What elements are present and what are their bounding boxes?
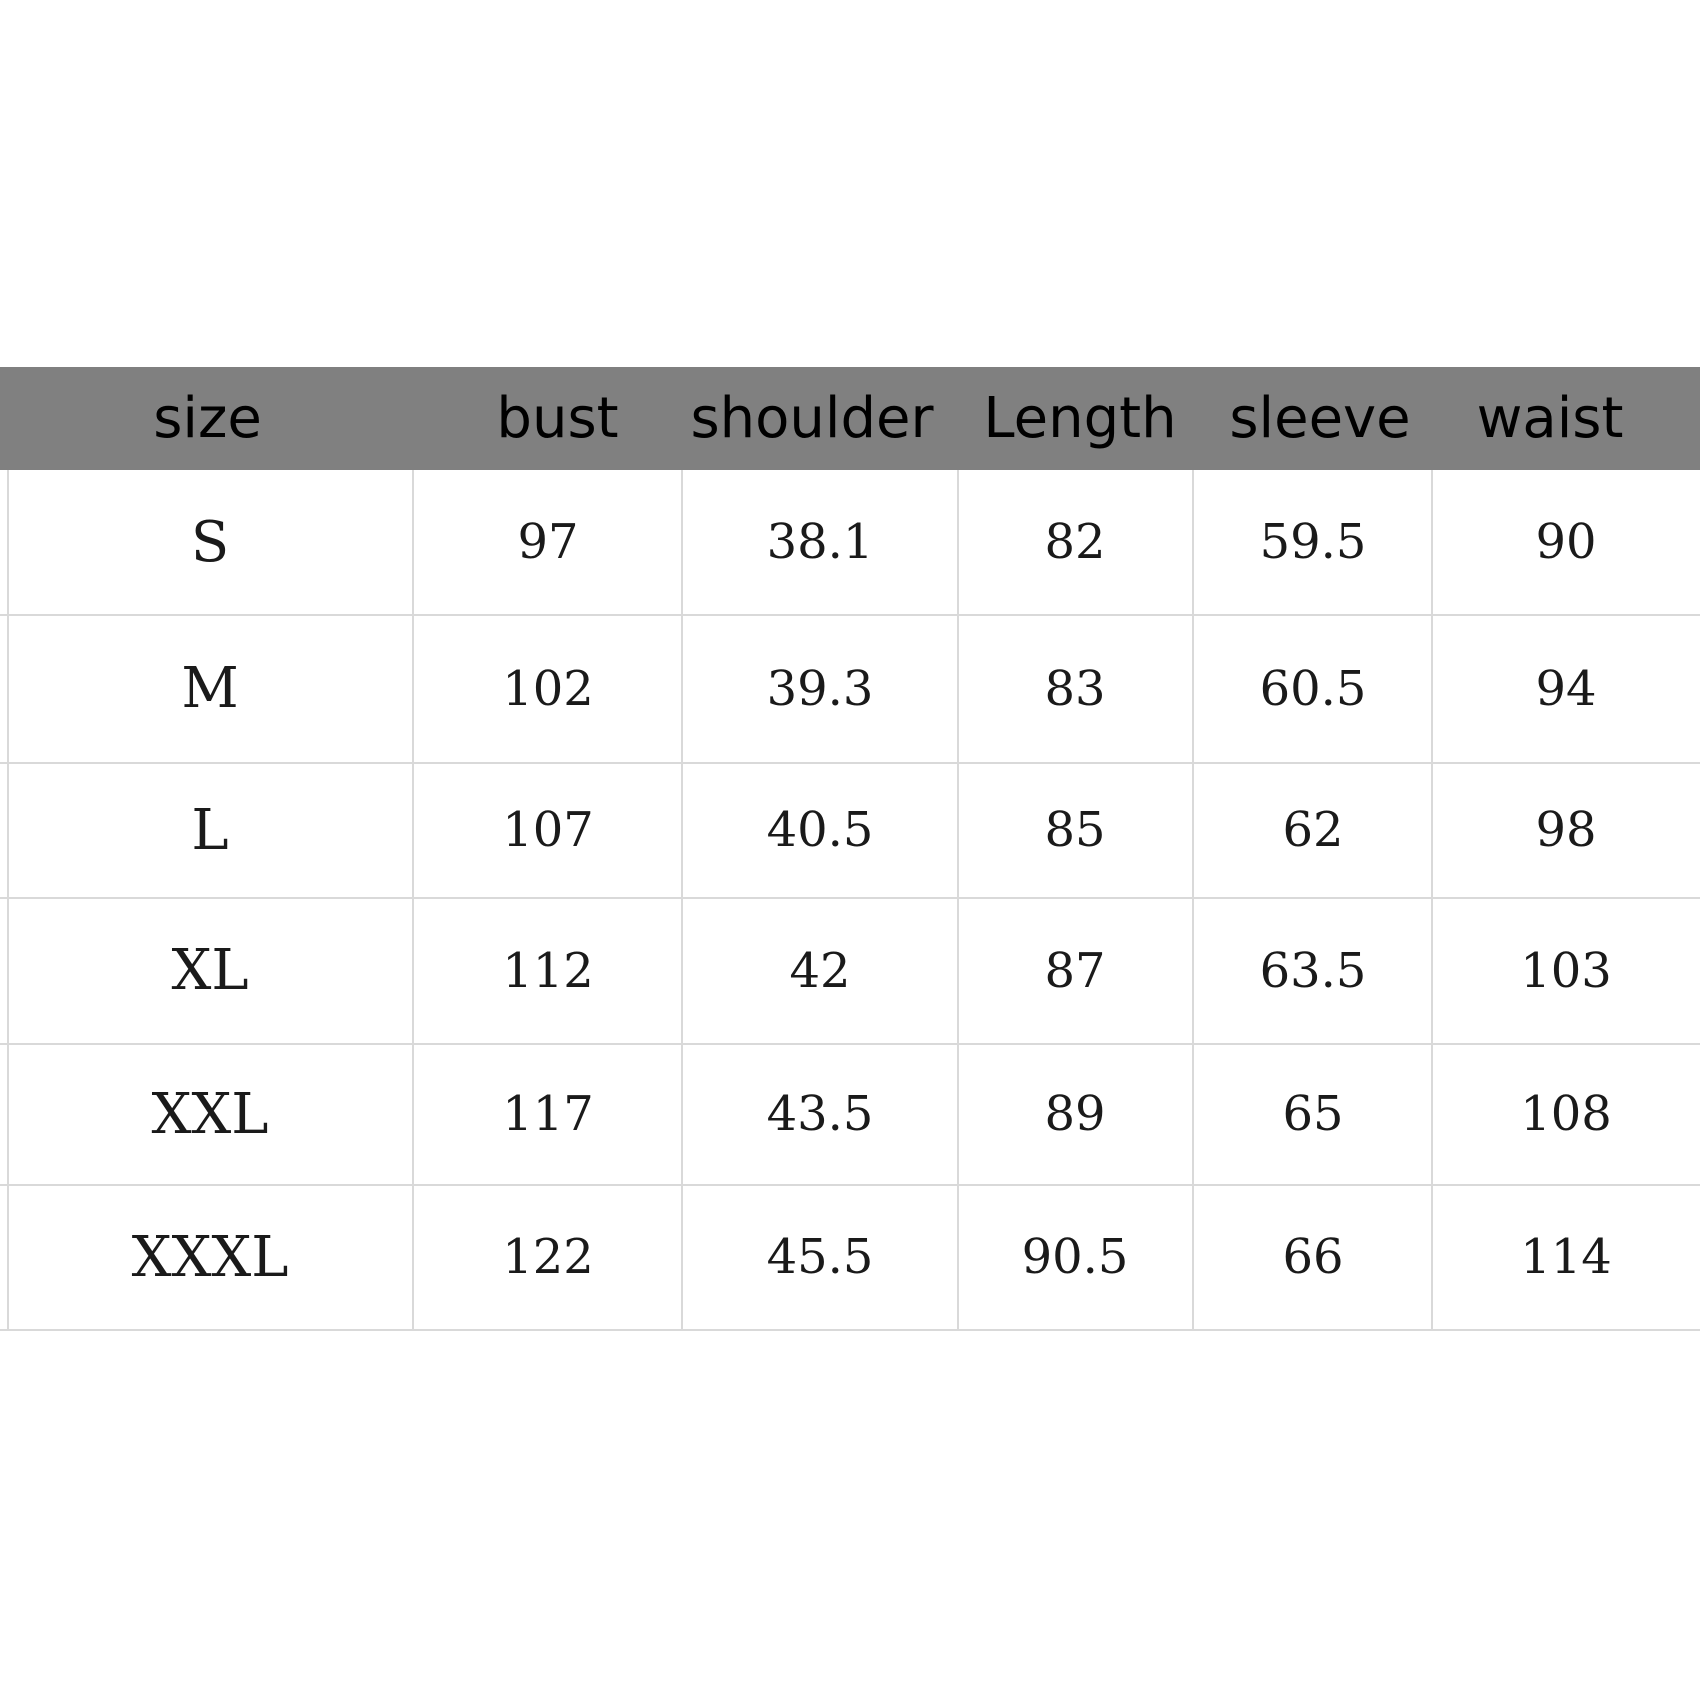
cell-bust: 122 <box>502 1229 594 1285</box>
cell-size: S <box>190 510 230 575</box>
row-divider <box>0 762 1700 764</box>
header-bust: bust <box>496 386 619 451</box>
cell-sleeve: 59.5 <box>1259 514 1367 570</box>
row-divider <box>0 897 1700 899</box>
cell-waist: 108 <box>1520 1086 1612 1142</box>
header-size: size <box>153 386 262 451</box>
row-divider <box>0 1329 1700 1331</box>
cell-sleeve: 63.5 <box>1259 943 1367 999</box>
column-divider <box>1192 470 1194 1330</box>
cell-bust: 107 <box>502 802 594 858</box>
header-length: Length <box>983 386 1177 451</box>
column-divider <box>957 470 959 1330</box>
cell-bust: 112 <box>502 943 594 999</box>
header-waist: waist <box>1476 386 1624 451</box>
cell-shoulder: 39.3 <box>766 661 874 717</box>
cell-size: XL <box>171 938 249 1003</box>
cell-waist: 103 <box>1520 943 1612 999</box>
cell-bust: 97 <box>517 514 579 570</box>
column-divider <box>1431 470 1433 1330</box>
cell-size: L <box>191 798 229 863</box>
cell-sleeve: 60.5 <box>1259 661 1367 717</box>
cell-length: 82 <box>1044 514 1106 570</box>
cell-sleeve: 65 <box>1282 1086 1344 1142</box>
header-sleeve: sleeve <box>1229 386 1411 451</box>
cell-size: M <box>181 656 239 721</box>
column-divider <box>412 470 414 1330</box>
cell-sleeve: 66 <box>1282 1229 1344 1285</box>
cell-bust: 102 <box>502 661 594 717</box>
cell-sleeve: 62 <box>1282 802 1344 858</box>
cell-length: 90.5 <box>1021 1229 1129 1285</box>
cell-waist: 90 <box>1535 514 1597 570</box>
table-header-row: size bust shoulder Length sleeve waist <box>0 367 1700 470</box>
cell-length: 83 <box>1044 661 1106 717</box>
column-divider <box>7 470 9 1330</box>
cell-length: 85 <box>1044 802 1106 858</box>
cell-waist: 94 <box>1535 661 1597 717</box>
cell-length: 87 <box>1044 943 1106 999</box>
column-divider <box>681 470 683 1330</box>
cell-waist: 98 <box>1535 802 1597 858</box>
cell-size: XXL <box>151 1082 269 1147</box>
cell-size: XXXL <box>131 1225 289 1290</box>
row-divider <box>0 614 1700 616</box>
row-divider <box>0 1184 1700 1186</box>
cell-shoulder: 42 <box>789 943 851 999</box>
cell-shoulder: 45.5 <box>766 1229 874 1285</box>
header-shoulder: shoulder <box>690 386 934 451</box>
cell-bust: 117 <box>502 1086 594 1142</box>
cell-shoulder: 38.1 <box>766 514 874 570</box>
cell-shoulder: 43.5 <box>766 1086 874 1142</box>
cell-shoulder: 40.5 <box>766 802 874 858</box>
cell-waist: 114 <box>1520 1229 1612 1285</box>
cell-length: 89 <box>1044 1086 1106 1142</box>
row-divider <box>0 1043 1700 1045</box>
